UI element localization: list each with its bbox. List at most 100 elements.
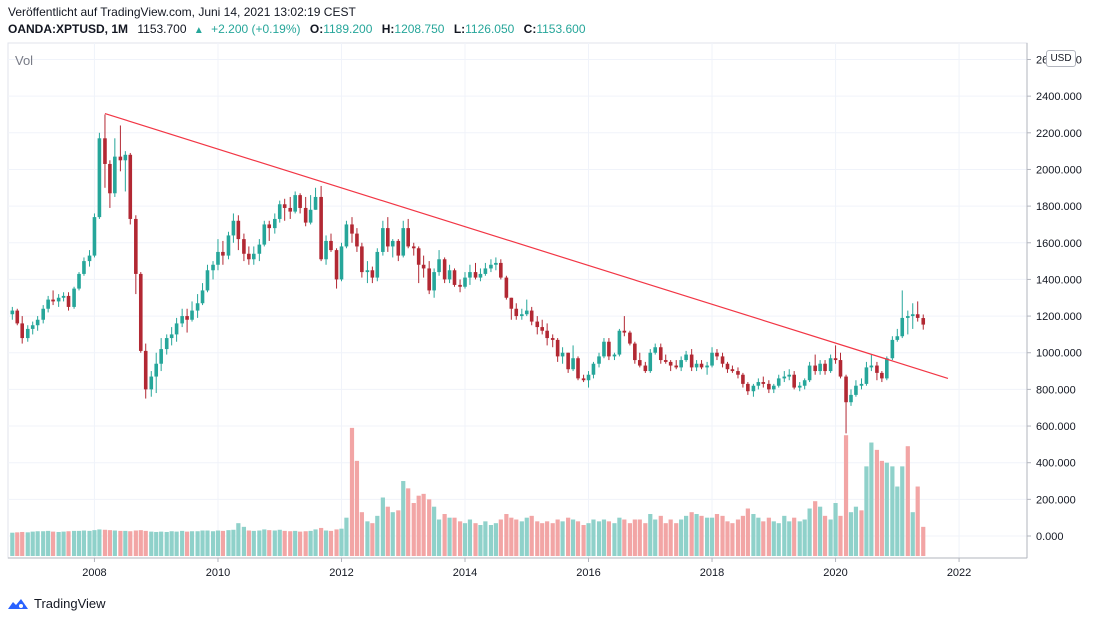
volume-bars: [10, 427, 926, 557]
candle-body: [51, 299, 55, 302]
candle-body: [725, 363, 730, 370]
volume-bar: [328, 530, 334, 557]
y-tick-label: 200.000: [1036, 494, 1076, 506]
candle-body: [699, 363, 704, 368]
high-label: H:: [381, 22, 395, 36]
volume-bar: [524, 517, 529, 557]
candle-body: [108, 163, 112, 194]
candle-body: [586, 374, 591, 381]
candle-body: [720, 356, 725, 364]
volume-bar: [890, 466, 895, 557]
candle-body: [226, 235, 231, 256]
volume-bar: [519, 521, 524, 557]
volume-bar: [848, 512, 854, 557]
candle-body: [452, 270, 457, 285]
volume-bar: [704, 517, 710, 557]
candle-body: [298, 195, 302, 208]
candle-body: [633, 343, 637, 361]
symbol-label[interactable]: OANDA:XPTUSD, 1M: [8, 22, 129, 36]
y-tick-label: 1000.000: [1036, 348, 1082, 360]
candle-body: [15, 310, 20, 324]
candle-body: [813, 365, 817, 372]
volume-bar: [782, 515, 787, 557]
close-value: 1153.600: [536, 22, 586, 36]
y-tick-label: 1600.000: [1036, 238, 1082, 250]
volume-bar: [385, 506, 390, 557]
y-tick-label: 1400.000: [1036, 274, 1082, 286]
volume-bar: [699, 515, 704, 557]
volume-bar: [674, 523, 679, 557]
candle-body: [231, 220, 236, 236]
candle-body: [128, 154, 133, 219]
up-arrow-icon: ▲: [193, 25, 204, 36]
volume-bar: [632, 519, 637, 557]
volume-bar: [195, 531, 200, 557]
candle-body: [143, 350, 148, 390]
trendline-layer[interactable]: [104, 112, 949, 379]
volume-bar: [380, 497, 385, 557]
volume-bar: [509, 517, 514, 557]
volume-bar: [709, 517, 715, 557]
volume-bar: [123, 530, 128, 557]
candle-body: [550, 338, 555, 340]
volume-bar: [262, 529, 267, 557]
candle-body: [715, 352, 719, 357]
volume-bar: [112, 530, 117, 557]
volume-bar: [601, 519, 607, 557]
volume-bar: [735, 519, 741, 557]
candle-body: [313, 196, 318, 210]
volume-bar: [740, 515, 746, 557]
volume-bar: [411, 503, 416, 557]
ohlc-legend: OANDA:XPTUSD, 1M 1153.700 ▲ +2.200 (+0.1…: [8, 22, 586, 36]
candle-body: [504, 277, 509, 298]
candle-body: [807, 365, 812, 381]
volume-bar: [627, 523, 632, 557]
volume-bar: [452, 517, 457, 557]
volume-bar: [71, 530, 77, 557]
volume-bar: [612, 523, 617, 557]
volume-indicator-label[interactable]: Vol: [15, 53, 34, 68]
candle-body: [478, 273, 483, 278]
volume-bar: [853, 506, 859, 557]
y-tick-label: 1200.000: [1036, 311, 1082, 323]
volume-bar: [807, 508, 812, 557]
volume-bar: [447, 517, 452, 557]
volume-bar: [833, 503, 838, 557]
candle-body: [10, 310, 15, 315]
candle-body: [329, 240, 333, 251]
tradingview-logo[interactable]: TradingView: [7, 596, 106, 611]
candle-body: [386, 228, 390, 247]
tradingview-logo-icon: [8, 598, 28, 609]
volume-bar: [81, 530, 87, 557]
volume-bar: [566, 517, 571, 557]
candle-body: [421, 264, 426, 269]
volume-bar: [416, 495, 421, 557]
volume-bar: [915, 486, 920, 557]
volume-bar: [154, 531, 159, 557]
candle-body: [597, 356, 601, 364]
volume-bar: [354, 460, 360, 557]
volume-bar: [905, 446, 910, 557]
candle-body: [134, 218, 138, 274]
candle-body: [154, 363, 159, 377]
volume-bar: [540, 523, 545, 557]
volume-bar: [766, 517, 771, 557]
candle-body: [350, 224, 354, 234]
candle-body: [87, 255, 92, 262]
volume-bar: [231, 529, 236, 557]
trendline[interactable]: [104, 112, 949, 379]
volume-bar: [714, 514, 720, 557]
volume-bar: [359, 512, 364, 557]
candle-body: [797, 385, 802, 388]
candle-body: [555, 339, 560, 357]
candle-body: [535, 321, 540, 328]
volume-bar: [226, 530, 231, 557]
volume-bar: [529, 515, 534, 557]
volume-bar: [396, 510, 401, 557]
candle-body: [730, 369, 735, 372]
close-label: C:: [523, 22, 537, 36]
volume-bar: [648, 514, 653, 557]
candle-body: [787, 374, 792, 377]
currency-badge[interactable]: USD: [1046, 50, 1076, 67]
